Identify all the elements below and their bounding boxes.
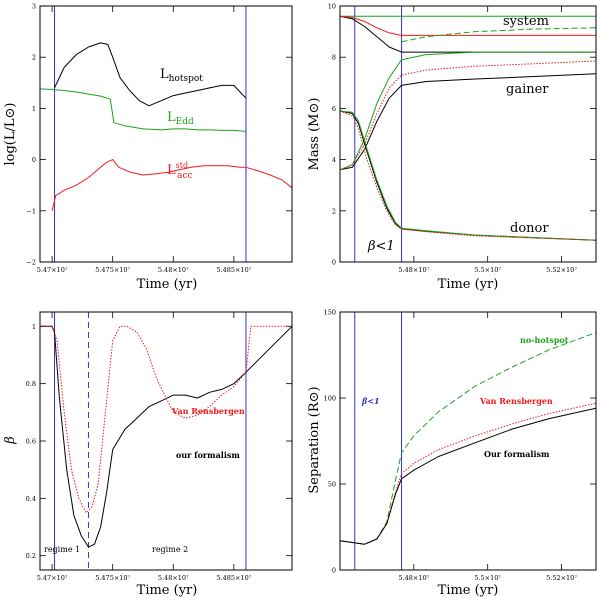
xtick-label: 5.48×10⁷ xyxy=(158,574,189,582)
label-our-formalism-beta: our formalism xyxy=(176,450,240,460)
ytick-label: −1 xyxy=(26,207,36,215)
xtick-label: 5.52×10⁷ xyxy=(546,574,577,582)
ytick-label: 0 xyxy=(332,259,336,267)
ylabel-separation: Separation (R⊙) xyxy=(307,386,322,493)
series-line-our-formalism xyxy=(340,407,596,545)
panel-mass: 5.48×10⁷ 5.5×10⁷ 5.52×10⁷ 0 2 4 6 8 10 Time (yr)… xyxy=(307,3,597,292)
series-line-van-rensbergen xyxy=(340,402,596,545)
panel-separation: 5.48×10⁷ 5.5×10⁷ 5.52×10⁷ 0 50 100 150 Time (y… xyxy=(307,309,597,598)
series-group xyxy=(340,312,596,570)
ytick-label: 50 xyxy=(328,481,336,489)
series-line-edd xyxy=(40,88,247,132)
series-line-donor-black xyxy=(340,110,596,241)
xtick-label: 5.485×10⁷ xyxy=(216,574,251,582)
ytick-label: 10 xyxy=(328,3,336,11)
ytick-label: 4 xyxy=(332,156,336,164)
label-beta-mass: β<1 xyxy=(367,239,395,254)
ytick-label: 2 xyxy=(32,54,36,62)
label-van-rensbergen-beta: Van Rensbergen xyxy=(171,406,245,416)
ytick-label: 150 xyxy=(324,309,336,317)
ytick-label: 3 xyxy=(32,3,36,11)
series-group xyxy=(40,6,292,262)
series-line-gainer-green xyxy=(340,51,596,171)
series-line-van-rensbergen xyxy=(40,325,292,514)
series-line-donor-green xyxy=(340,110,596,241)
xlabel-mass: Time (yr) xyxy=(438,277,499,292)
xtick-label: 5.475×10⁷ xyxy=(95,574,130,582)
xtick-label: 5.48×10⁷ xyxy=(158,266,189,274)
label-donor: donor xyxy=(510,221,549,236)
ylabel-luminosity: log(L/L⊙) xyxy=(3,103,18,166)
label-regime-2: regime 2 xyxy=(152,545,188,554)
series-line-acc xyxy=(51,159,292,211)
ytick-label: 0.8 xyxy=(26,380,36,388)
label-system: system xyxy=(503,14,549,29)
ytick-label: 0.6 xyxy=(26,438,36,446)
frame-beta xyxy=(39,311,293,571)
series-line-system-black xyxy=(340,15,596,53)
label-our-formalism-sep: Our formalism xyxy=(484,449,550,459)
ylabel-mass: Mass (M⊙) xyxy=(307,98,322,171)
plot-area-separation: 5.48×10⁷ 5.5×10⁷ 5.52×10⁷ 0 50 100 150 xyxy=(324,309,596,582)
plot-area-beta: 5.47×10⁷ 5.475×10⁷ 5.48×10⁷ 5.485×10⁷ 0.2 0.4… xyxy=(26,312,292,582)
plot-area-mass: 5.48×10⁷ 5.5×10⁷ 5.52×10⁷ 0 2 4 6 8 10 xyxy=(328,3,596,274)
ytick-label: 0.4 xyxy=(26,495,36,503)
label-gainer: gainer xyxy=(506,82,549,97)
xtick-label: 5.475×10⁷ xyxy=(95,266,130,274)
ytick-label: 1 xyxy=(32,105,36,113)
ytick-label: −2 xyxy=(26,259,36,267)
xtick-label: 5.48×10⁷ xyxy=(398,266,429,274)
ytick-label: 8 xyxy=(332,54,336,62)
ytick-label: 2 xyxy=(332,207,336,215)
xtick-label: 5.47×10⁷ xyxy=(37,574,68,582)
ytick-label: 0.2 xyxy=(26,552,36,560)
ytick-label: 0 xyxy=(332,567,336,575)
xtick-label: 5.47×10⁷ xyxy=(37,266,68,274)
series-line-system-green-dashed xyxy=(401,27,596,43)
series-group xyxy=(40,312,292,570)
xlabel-separation: Time (yr) xyxy=(438,583,499,598)
plot-area-luminosity: 5.47×10⁷ 5.475×10⁷ 5.48×10⁷ 5.485×10⁷ −2 −1 0 1… xyxy=(26,3,292,274)
label-l-acc: Lstd acc xyxy=(167,161,193,181)
label-no-hotspot: no-hotspot xyxy=(520,335,569,345)
series-line-system-red xyxy=(340,15,596,36)
panel-beta: 5.47×10⁷ 5.475×10⁷ 5.48×10⁷ 5.485×10⁷ 0.2 0.4… xyxy=(3,311,293,598)
ytick-label: 0 xyxy=(32,156,36,164)
xtick-label: 5.52×10⁷ xyxy=(546,266,577,274)
frame-mass xyxy=(339,5,597,263)
xtick-label: 5.485×10⁷ xyxy=(216,266,251,274)
series-line-our-formalism xyxy=(40,325,292,548)
xlabel-luminosity: Time (yr) xyxy=(137,277,198,292)
frame-separation xyxy=(339,311,597,571)
xlabel-beta: Time (yr) xyxy=(137,583,198,598)
panel-luminosity: 5.47×10⁷ 5.475×10⁷ 5.48×10⁷ 5.485×10⁷ −2 −1 0 1… xyxy=(3,3,293,292)
ytick-label: 1 xyxy=(32,323,36,331)
label-l-edd: LEdd xyxy=(167,110,194,127)
xtick-label: 5.5×10⁷ xyxy=(474,574,501,582)
label-van-rensbergen-sep: Van Rensbergen xyxy=(479,396,553,406)
label-regime-1: regime 1 xyxy=(44,545,80,554)
series-line-no-hotspot xyxy=(340,332,596,545)
xtick-label: 5.48×10⁷ xyxy=(398,574,429,582)
ytick-label: 6 xyxy=(332,105,336,113)
series-line-gainer-red xyxy=(340,60,596,171)
label-l-hotspot: Lhotspot xyxy=(160,67,203,84)
ylabel-beta: β xyxy=(3,436,18,445)
label-beta-separation: β<1 xyxy=(361,396,380,406)
ytick-label: 100 xyxy=(324,395,336,403)
series-group xyxy=(340,6,596,262)
xtick-label: 5.5×10⁷ xyxy=(474,266,501,274)
frame-luminosity xyxy=(39,5,293,263)
series-line-donor-red xyxy=(340,110,596,241)
series-line-hotspot xyxy=(54,42,247,107)
series-line-gainer-black xyxy=(340,73,596,171)
